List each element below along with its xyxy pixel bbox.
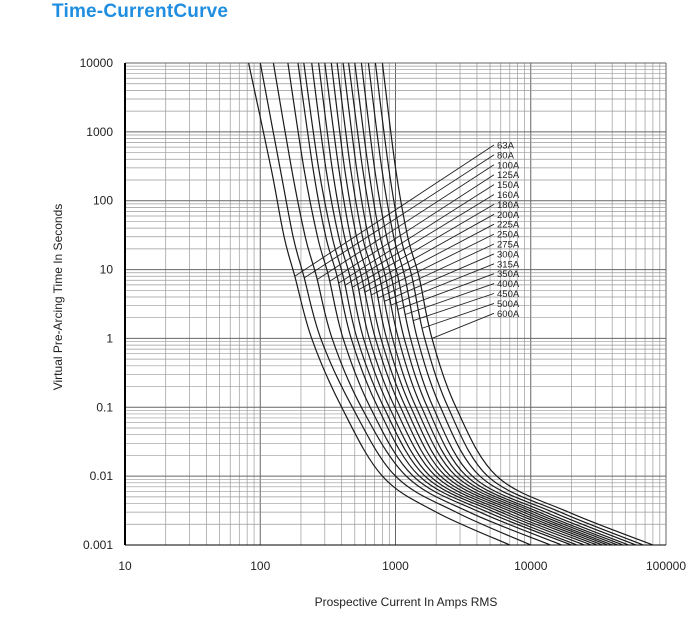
series-curve-275a: [336, 63, 608, 545]
curve-layer: [248, 63, 654, 545]
y-tick-label: 10: [100, 263, 114, 277]
series-curve-400a: [360, 63, 629, 545]
series-label-125a: 125A: [497, 170, 520, 181]
leader-line-315a: [391, 263, 495, 306]
series-labels: 63A80A100A125A150A160A180A200A225A250A27…: [497, 141, 520, 320]
leader-line-80a: [304, 154, 495, 279]
series-label-315a: 315A: [497, 259, 520, 270]
y-tick-label: 1000: [86, 125, 113, 139]
series-label-600a: 600A: [497, 309, 520, 320]
series-curve-315a: [348, 63, 619, 545]
leader-line-180a: [352, 204, 495, 288]
series-curve-80a: [259, 63, 532, 545]
series-curve-450a: [367, 63, 637, 545]
y-axis-label: Virtual Pre-Arcing Time In Seconds: [51, 204, 65, 391]
leader-line-400a: [405, 283, 495, 315]
series-label-275a: 275A: [497, 240, 520, 251]
leader-line-450a: [413, 293, 495, 321]
series-curve-63a: [248, 63, 511, 545]
series-label-225a: 225A: [497, 220, 520, 231]
series-curve-600a: [381, 63, 654, 545]
y-tick-label: 0.1: [96, 400, 113, 414]
leader-line-250a: [371, 233, 495, 296]
series-label-160a: 160A: [497, 190, 520, 201]
series-label-300a: 300A: [497, 249, 520, 260]
series-label-450a: 450A: [497, 289, 520, 300]
series-label-80a: 80A: [497, 150, 515, 161]
x-tick-label: 100: [250, 559, 270, 573]
label-leaders: [294, 144, 495, 339]
tick-labels: 10 100 1000 10000 100000 0.001 0.01 0.1 1 10 100 10…: [80, 56, 687, 573]
leader-line-160a: [344, 194, 495, 286]
y-tick-label: 0.001: [83, 538, 113, 552]
x-tick-label: 100000: [646, 559, 686, 573]
series-label-200a: 200A: [497, 210, 520, 221]
series-curve-500a: [374, 63, 644, 545]
y-tick-label: 1: [106, 331, 113, 345]
y-tick-label: 10000: [80, 56, 114, 70]
x-tick-label: 10: [118, 559, 132, 573]
leader-line-125a: [329, 174, 495, 282]
series-label-63a: 63A: [497, 141, 515, 152]
series-label-100a: 100A: [497, 160, 520, 171]
series-curve-250a: [330, 63, 603, 545]
y-tick-label: 100: [93, 194, 113, 208]
plot-grid: [124, 62, 667, 546]
series-curve-160a: [303, 63, 578, 545]
series-curve-350a: [354, 63, 624, 545]
x-tick-label: 10000: [514, 559, 548, 573]
series-label-250a: 250A: [497, 230, 520, 241]
series-label-180a: 180A: [497, 200, 520, 211]
series-curve-150a: [297, 63, 572, 545]
leader-line-275a: [378, 243, 495, 299]
leader-line-600a: [431, 312, 495, 339]
series-curve-125a: [287, 63, 563, 545]
leader-line-150a: [338, 184, 495, 284]
series-curve-300a: [342, 63, 613, 545]
series-curve-100a: [272, 63, 551, 545]
page-title: Time-CurrentCurve: [52, 1, 229, 22]
series-label-500a: 500A: [497, 299, 520, 310]
series-label-350a: 350A: [497, 269, 520, 280]
leader-line-100a: [316, 164, 495, 280]
series-curve-180a: [311, 63, 585, 545]
leader-line-225a: [364, 223, 495, 293]
series-label-150a: 150A: [497, 180, 520, 191]
x-tick-label: 1000: [382, 559, 409, 573]
y-tick-label: 0.01: [90, 469, 114, 483]
series-curve-225a: [324, 63, 598, 545]
series-label-400a: 400A: [497, 279, 520, 290]
series-curve-200a: [318, 63, 592, 545]
leader-line-300a: [384, 253, 495, 302]
leader-line-350a: [397, 273, 495, 310]
leader-line-200a: [358, 213, 495, 290]
x-axis-label: Prospective Current In Amps RMS: [315, 595, 498, 609]
leader-line-63a: [294, 144, 495, 277]
leader-line-500a: [422, 302, 495, 329]
